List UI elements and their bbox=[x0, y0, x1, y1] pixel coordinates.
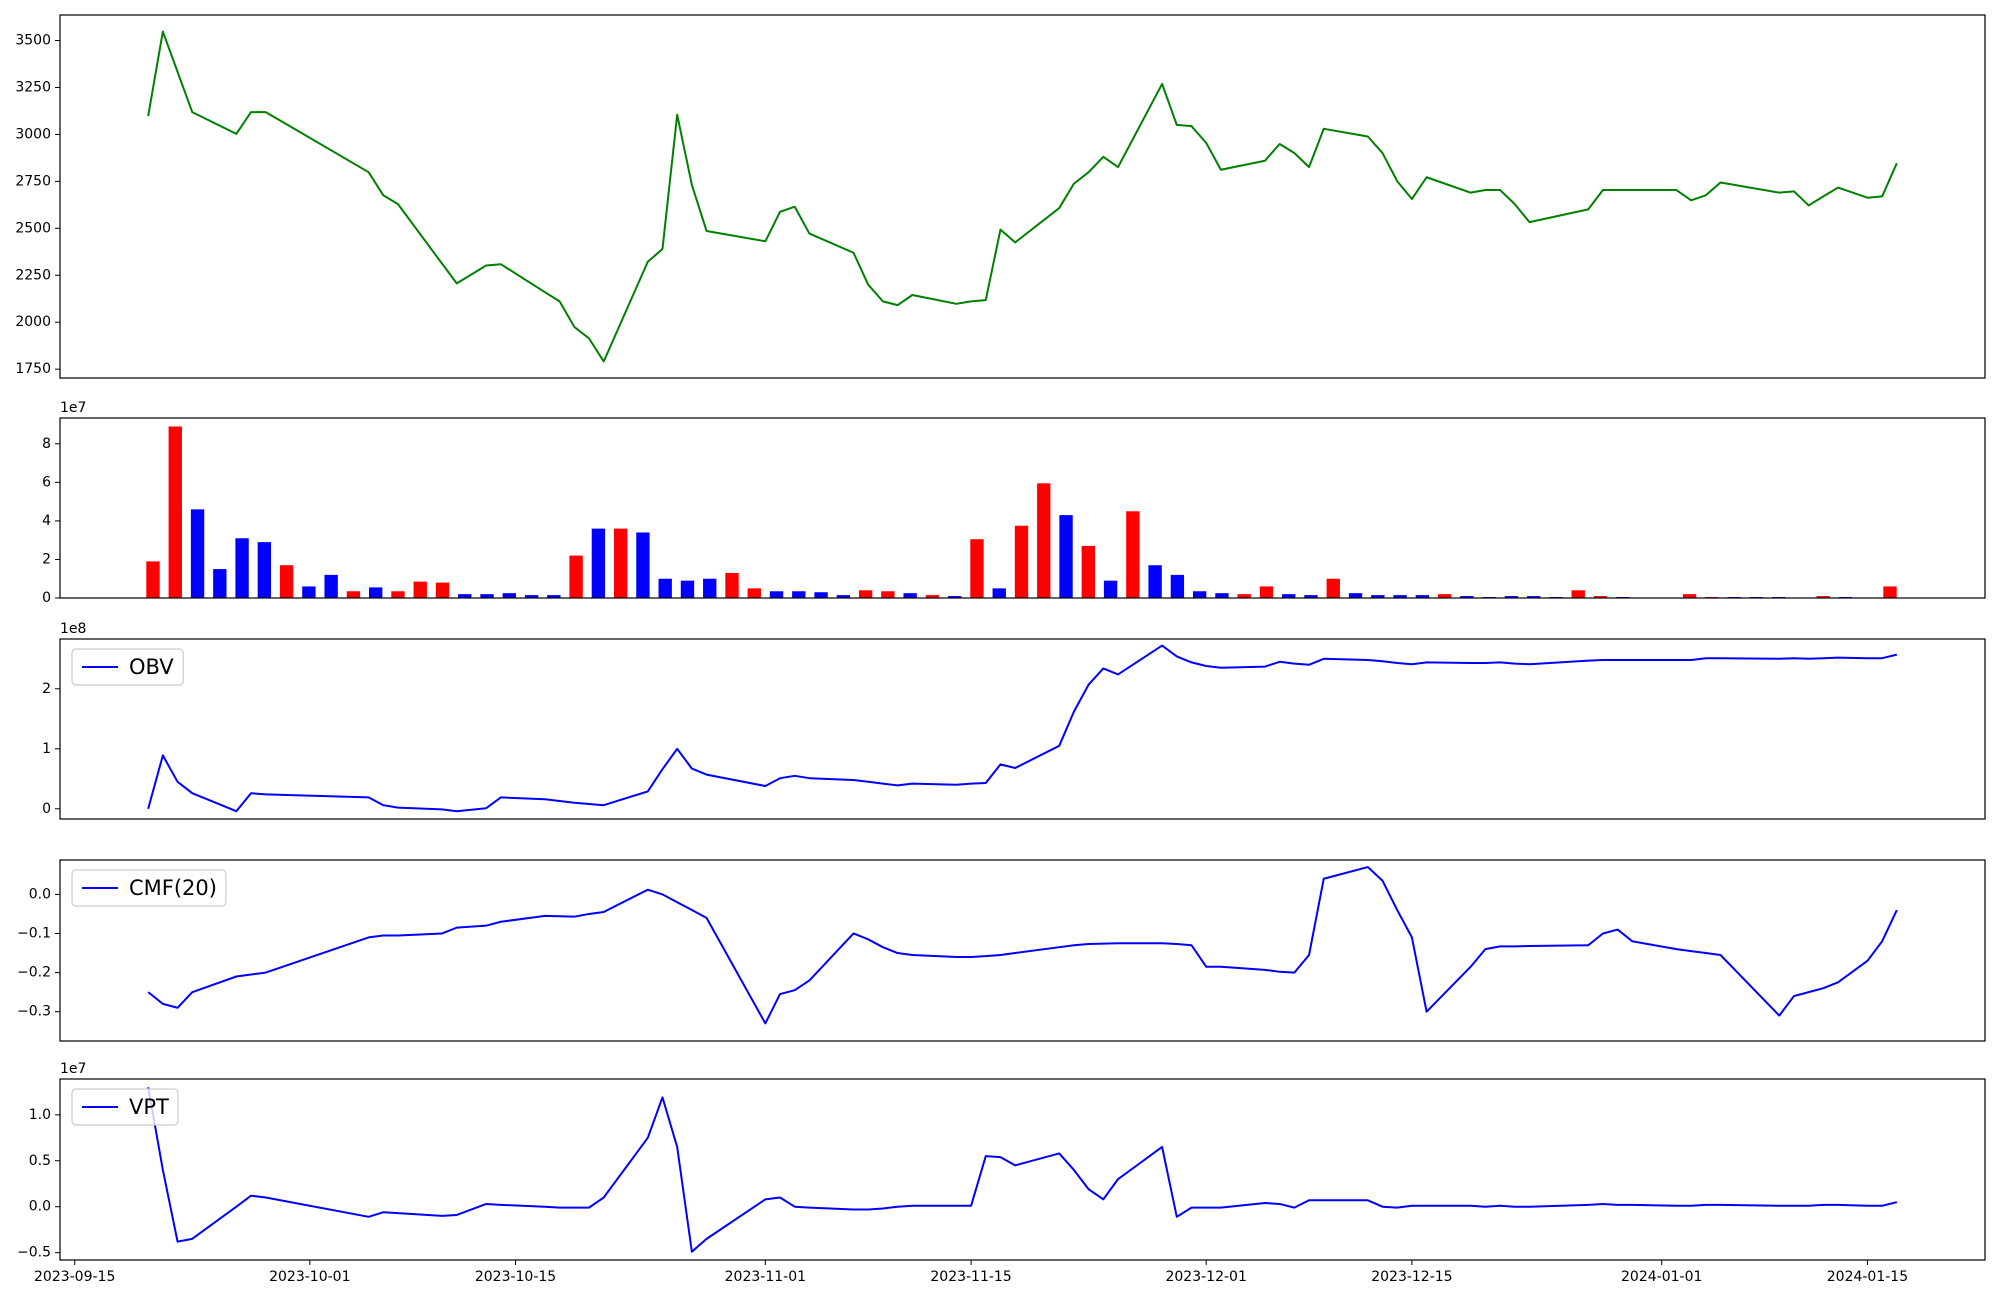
y-tick-label: 6 bbox=[42, 474, 51, 490]
legend: VPT bbox=[72, 1089, 178, 1125]
volume-bar bbox=[369, 587, 382, 598]
series-line bbox=[148, 867, 1897, 1023]
volume-bar bbox=[569, 556, 582, 598]
y-tick-label: 0 bbox=[42, 801, 51, 817]
y-offset-label: 1e7 bbox=[60, 400, 86, 416]
y-offset-label: 1e7 bbox=[60, 1061, 86, 1077]
volume-bar bbox=[1082, 546, 1095, 598]
volume-bar bbox=[258, 542, 271, 598]
volume-bar bbox=[414, 582, 427, 598]
x-tick-label: 2023-10-01 bbox=[269, 1269, 350, 1285]
y-tick-label: −0.1 bbox=[17, 925, 51, 941]
volume-bar bbox=[503, 593, 516, 598]
volume-bar bbox=[1193, 591, 1206, 598]
y-tick-label: 1750 bbox=[15, 361, 51, 377]
y-tick-label: 0.0 bbox=[29, 886, 51, 902]
axes-frame bbox=[60, 15, 1985, 378]
y-tick-label: 2250 bbox=[15, 267, 51, 283]
volume-bar bbox=[748, 588, 761, 598]
volume-bar bbox=[1015, 526, 1028, 598]
volume-bar bbox=[169, 426, 182, 598]
series-line bbox=[148, 646, 1897, 812]
volume-bar bbox=[859, 590, 872, 598]
legend-text: VPT bbox=[129, 1095, 169, 1119]
legend-text: CMF(20) bbox=[129, 876, 217, 900]
volume-bar bbox=[1349, 593, 1362, 598]
axes-frame bbox=[60, 639, 1985, 819]
y-tick-label: 1 bbox=[42, 741, 51, 757]
y-tick-label: −0.5 bbox=[17, 1245, 51, 1261]
y-tick-label: 8 bbox=[42, 436, 51, 452]
volume-bar bbox=[213, 569, 226, 598]
y-tick-label: 3250 bbox=[15, 79, 51, 95]
volume-bar bbox=[1572, 590, 1585, 598]
y-offset-label: 1e8 bbox=[60, 621, 86, 637]
volume-bar bbox=[1215, 593, 1228, 598]
x-tick-label: 2023-11-15 bbox=[930, 1269, 1011, 1285]
volume-bar bbox=[1171, 575, 1184, 598]
y-tick-label: 4 bbox=[42, 513, 51, 529]
volume-bar bbox=[1037, 483, 1050, 598]
volume-bar bbox=[1104, 581, 1117, 598]
x-tick-label: 2024-01-01 bbox=[1621, 1269, 1702, 1285]
volume-bar bbox=[703, 579, 716, 598]
x-tick-label: 2023-10-15 bbox=[475, 1269, 556, 1285]
volume-bar bbox=[1327, 579, 1340, 598]
volume-bar bbox=[1260, 586, 1273, 598]
volume-bar bbox=[302, 586, 315, 598]
y-tick-label: 2750 bbox=[15, 173, 51, 189]
volume-bar bbox=[614, 529, 627, 598]
x-tick-label: 2024-01-15 bbox=[1827, 1269, 1908, 1285]
y-tick-label: 2 bbox=[42, 551, 51, 567]
y-tick-label: 3000 bbox=[15, 126, 51, 142]
volume-bar bbox=[1148, 565, 1161, 598]
volume-bar bbox=[970, 539, 983, 598]
volume-bar bbox=[770, 591, 783, 598]
y-tick-label: −0.3 bbox=[17, 1004, 51, 1020]
volume-bar bbox=[881, 591, 894, 598]
volume-bar bbox=[1126, 511, 1139, 598]
volume-bar bbox=[993, 588, 1006, 598]
volume-bar bbox=[1883, 586, 1896, 598]
volume-bar bbox=[436, 583, 449, 598]
legend: CMF(20) bbox=[72, 870, 226, 906]
volume-bar bbox=[903, 593, 916, 598]
y-tick-label: 2500 bbox=[15, 220, 51, 236]
volume-bar bbox=[146, 561, 159, 598]
volume-bar bbox=[191, 509, 204, 598]
x-tick-label: 2023-12-01 bbox=[1165, 1269, 1246, 1285]
volume-bar bbox=[324, 575, 337, 598]
volume-bar bbox=[235, 538, 248, 598]
volume-bar bbox=[1059, 515, 1072, 598]
y-tick-label: 2000 bbox=[15, 314, 51, 330]
series-line bbox=[148, 32, 1897, 362]
volume-bar bbox=[347, 591, 360, 598]
y-tick-label: 1.0 bbox=[29, 1107, 51, 1123]
legend-text: OBV bbox=[129, 655, 174, 679]
volume-bar bbox=[814, 592, 827, 598]
y-tick-label: 0 bbox=[42, 590, 51, 606]
y-tick-label: 0.0 bbox=[29, 1199, 51, 1215]
volume-bar bbox=[592, 529, 605, 598]
volume-bar bbox=[792, 591, 805, 598]
volume-bar bbox=[391, 591, 404, 598]
x-tick-label: 2023-12-15 bbox=[1371, 1269, 1452, 1285]
axes-frame bbox=[60, 860, 1985, 1041]
y-tick-label: −0.2 bbox=[17, 965, 51, 981]
volume-bar bbox=[280, 565, 293, 598]
axes-frame bbox=[60, 1079, 1985, 1260]
legend: OBV bbox=[72, 649, 183, 685]
series-line bbox=[148, 1087, 1897, 1251]
volume-bar bbox=[725, 573, 738, 598]
y-tick-label: 0.5 bbox=[29, 1153, 51, 1169]
volume-bar bbox=[636, 532, 649, 598]
x-tick-label: 2023-11-01 bbox=[725, 1269, 806, 1285]
y-tick-label: 3500 bbox=[15, 33, 51, 49]
x-tick-label: 2023-09-15 bbox=[34, 1269, 115, 1285]
y-tick-label: 2 bbox=[42, 681, 51, 697]
volume-bar bbox=[681, 581, 694, 598]
volume-bar bbox=[659, 579, 672, 598]
